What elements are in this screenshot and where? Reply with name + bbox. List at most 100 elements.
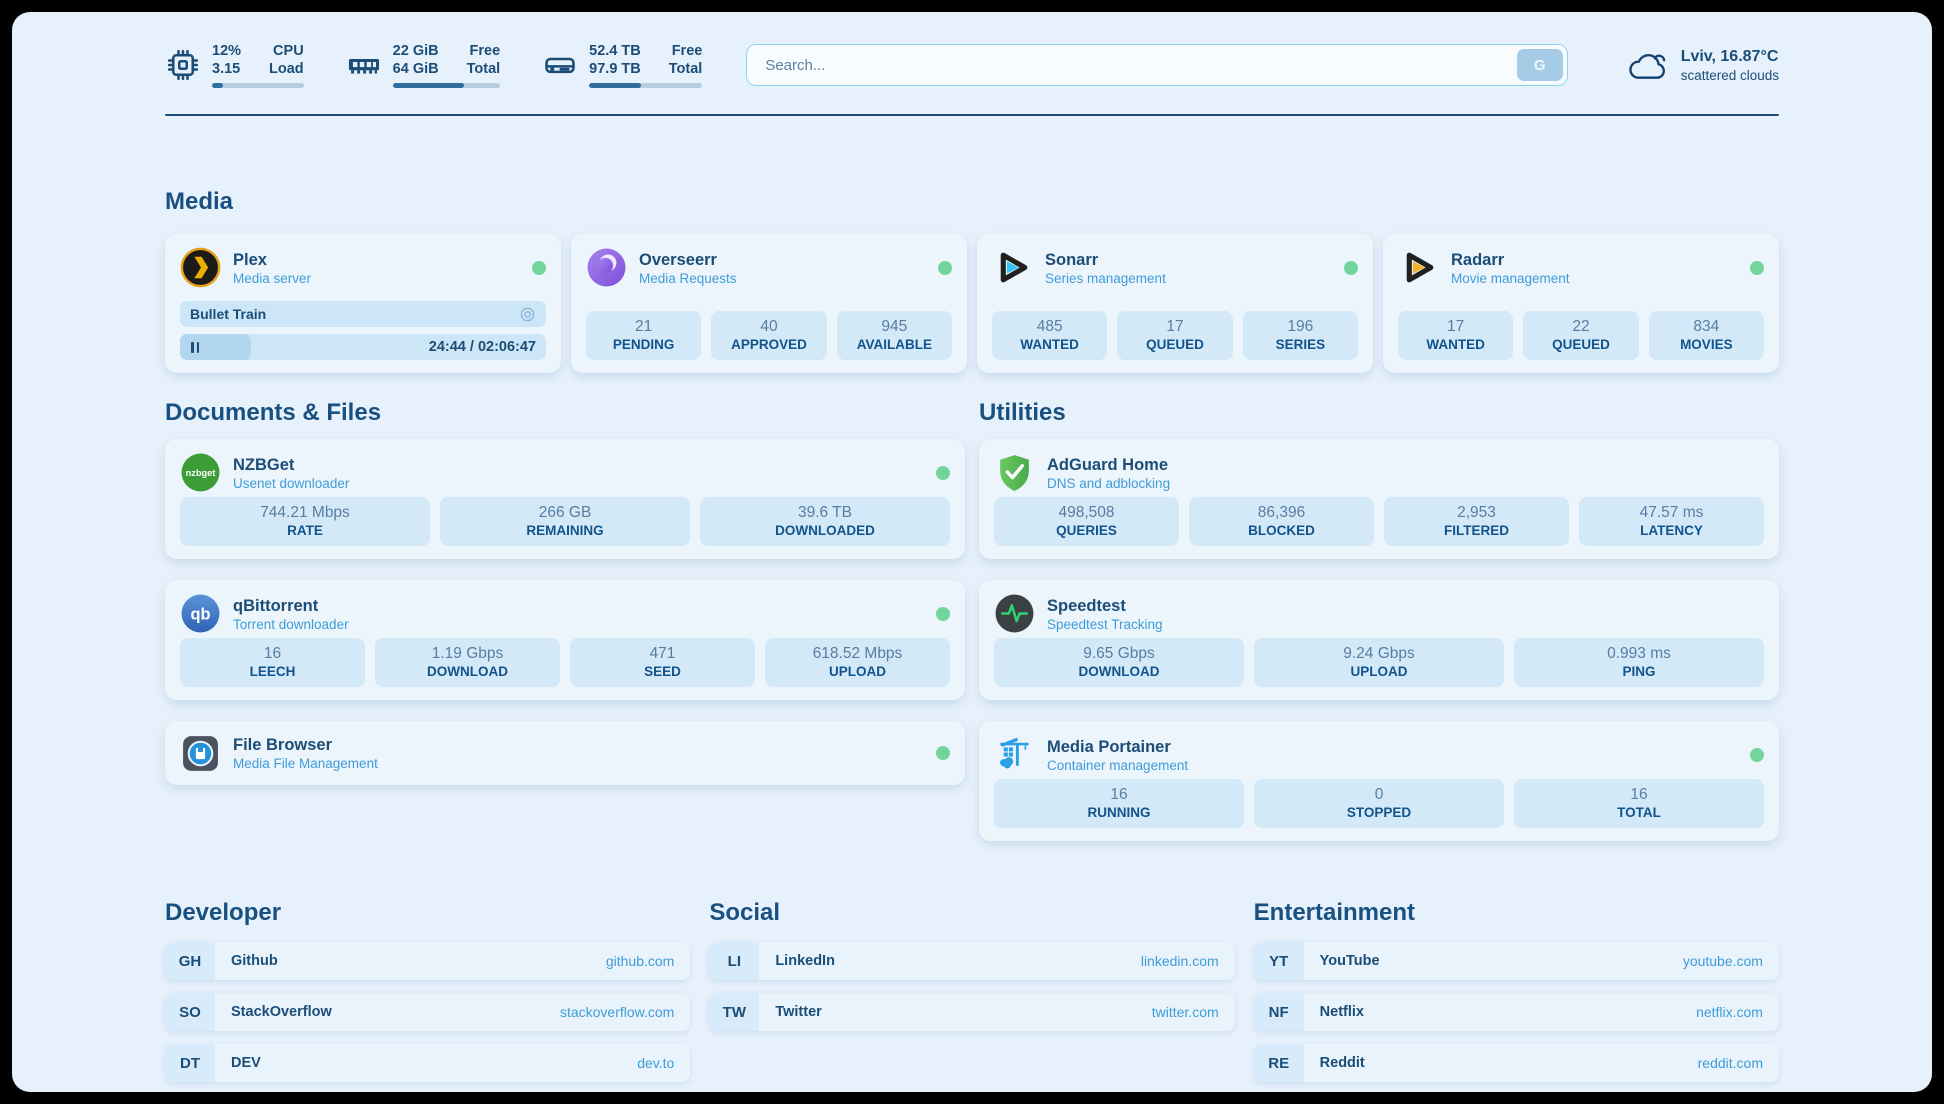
ram-progress-fill xyxy=(392,83,464,89)
stat-value: 22 xyxy=(1572,318,1590,336)
stat-label: PENDING xyxy=(612,337,675,353)
now-playing-row: Bullet Train xyxy=(180,301,546,328)
link-url: github.com xyxy=(605,953,675,970)
link-stackoverflow[interactable]: SO StackOverflow stackoverflow.com xyxy=(165,993,691,1032)
cpu-load-value: 3.15 xyxy=(212,61,241,78)
media-section-title: Media xyxy=(165,188,234,216)
disk-drive-icon xyxy=(545,57,575,74)
stat-value: 834 xyxy=(1693,318,1720,336)
ram-free-value: 22 GiB xyxy=(392,43,439,59)
status-online-dot xyxy=(532,260,546,275)
app-name: Overseerr xyxy=(639,250,717,269)
app-card-adguard[interactable]: AdGuard Home DNS and adblocking 498,508 … xyxy=(979,439,1779,560)
weather-widget: Lviv, 16.87°C scattered clouds xyxy=(1626,45,1779,85)
app-card-speedtest[interactable]: Speedtest Speedtest Tracking 9.65 Gbps D… xyxy=(979,580,1779,701)
link-dev[interactable]: DT DEV dev.to xyxy=(165,1044,691,1083)
link-netflix[interactable]: NF Netflix netflix.com xyxy=(1253,993,1779,1032)
stat-value: 39.6 TB xyxy=(797,504,852,522)
app-name: qBittorrent xyxy=(233,596,319,615)
stat-value: 47.57 ms xyxy=(1639,504,1704,522)
top-bar: 12% CPU 3.15 Load 22 GiB Free 64 GiB xyxy=(165,42,1779,89)
stat-running: 16 RUNNING xyxy=(994,779,1244,829)
topbar-divider xyxy=(165,114,1779,117)
app-card-radarr[interactable]: Radarr Movie management 17 WANTED 22 QUE… xyxy=(1383,234,1779,374)
pause-icon xyxy=(191,334,200,360)
now-playing-title: Bullet Train xyxy=(190,306,267,323)
svg-text:qb: qb xyxy=(190,606,210,624)
search-engine-button[interactable]: G xyxy=(1516,49,1563,82)
app-subtitle: Media server xyxy=(233,270,312,286)
link-url: dev.to xyxy=(637,1055,675,1072)
link-name: LinkedIn xyxy=(775,953,835,970)
stat-label: QUEUED xyxy=(1552,337,1610,353)
link-name: Github xyxy=(231,953,278,970)
stat-label: RATE xyxy=(287,523,323,539)
link-name: Reddit xyxy=(1319,1055,1365,1072)
stat-upload: 9.24 Gbps UPLOAD xyxy=(1254,638,1504,688)
disk-progress-fill xyxy=(589,83,642,89)
status-online-dot xyxy=(938,260,952,275)
link-name: Twitter xyxy=(775,1004,822,1021)
disk-label-top: Free xyxy=(671,43,703,59)
app-card-nzbget[interactable]: nzbget NZBGet Usenet downloader 744.21 M… xyxy=(165,439,965,560)
stat-queued: 22 QUEUED xyxy=(1523,311,1639,361)
stat-value: 9.24 Gbps xyxy=(1343,645,1415,663)
app-subtitle: Usenet downloader xyxy=(233,475,350,491)
app-name: NZBGet xyxy=(233,455,295,474)
ram-icon xyxy=(348,59,379,74)
system-widgets: 12% CPU 3.15 Load 22 GiB Free 64 GiB xyxy=(165,42,703,89)
nzbget-logo-icon: nzbget xyxy=(180,452,221,493)
media-type-icon xyxy=(520,307,535,321)
stat-blocked: 86,396 BLOCKED xyxy=(1189,497,1374,547)
stat-label: BLOCKED xyxy=(1248,523,1315,539)
link-github[interactable]: GH Github github.com xyxy=(165,942,691,981)
stat-ping: 0.993 ms PING xyxy=(1514,638,1764,688)
stat-value: 618.52 Mbps xyxy=(812,645,903,663)
dashboard-page: 12% CPU 3.15 Load 22 GiB Free 64 GiB xyxy=(12,12,1932,1092)
status-online-dot xyxy=(936,746,950,761)
disk-label-bottom: Total xyxy=(668,61,703,78)
link-url: stackoverflow.com xyxy=(559,1004,675,1021)
cpu-progress-bar xyxy=(212,83,304,89)
section-documents: Documents & Files nzbget NZBGet Usenet d… xyxy=(165,399,965,841)
app-card-qbittorrent[interactable]: qb qBittorrent Torrent downloader 16 LEE… xyxy=(165,580,965,701)
app-name: Speedtest xyxy=(1047,596,1126,615)
stat-label: TOTAL xyxy=(1617,805,1661,821)
stat-queued: 17 QUEUED xyxy=(1117,311,1233,361)
ram-label-top: Free xyxy=(469,43,501,59)
section-developer: Developer GH Github github.com SO StackO… xyxy=(165,899,691,1083)
link-twitter[interactable]: TW Twitter twitter.com xyxy=(709,993,1235,1032)
radarr-logo-icon xyxy=(1398,247,1439,288)
link-abbr-badge: DT xyxy=(165,1044,215,1083)
app-card-sonarr[interactable]: Sonarr Series management 485 WANTED 17 Q… xyxy=(977,234,1373,374)
svg-text:nzbget: nzbget xyxy=(186,468,216,478)
link-youtube[interactable]: YT YouTube youtube.com xyxy=(1253,942,1779,981)
ram-widget: 22 GiB Free 64 GiB Total xyxy=(346,42,501,89)
app-subtitle: Speedtest Tracking xyxy=(1047,616,1163,632)
app-card-overseerr[interactable]: Overseerr Media Requests 21 PENDING 40 A… xyxy=(571,234,967,374)
overseerr-logo-icon xyxy=(586,247,627,288)
app-card-filebrowser[interactable]: File Browser Media File Management xyxy=(165,721,965,786)
stat-value: 1.19 Gbps xyxy=(431,645,504,663)
link-url: youtube.com xyxy=(1682,953,1763,970)
stat-value: 16 xyxy=(1630,786,1648,804)
stat-movies: 834 MOVIES xyxy=(1648,311,1764,361)
cpu-widget: 12% CPU 3.15 Load xyxy=(165,42,304,89)
link-linkedin[interactable]: LI LinkedIn linkedin.com xyxy=(709,942,1235,981)
stat-pending: 21 PENDING xyxy=(586,311,702,361)
stat-label: SERIES xyxy=(1275,337,1326,353)
search-bar: G xyxy=(746,44,1568,87)
link-reddit[interactable]: RE Reddit reddit.com xyxy=(1253,1044,1779,1083)
playback-progress-bar: 24:44 / 02:06:47 xyxy=(180,334,546,361)
section-media: Media Plex Media server Bullet Train xyxy=(165,188,1779,374)
stat-value: 16 xyxy=(1110,786,1128,804)
disk-total-value: 97.9 TB xyxy=(589,61,641,78)
app-card-plex[interactable]: Plex Media server Bullet Train xyxy=(165,234,561,374)
stat-seed: 471 SEED xyxy=(570,638,755,688)
app-card-portainer[interactable]: Media Portainer Container management 16 … xyxy=(979,721,1779,842)
stat-label: PING xyxy=(1622,664,1656,680)
stat-upload: 618.52 Mbps UPLOAD xyxy=(765,638,950,688)
stat-label: DOWNLOADED xyxy=(775,523,875,539)
search-input[interactable] xyxy=(746,44,1568,87)
stat-value: 471 xyxy=(649,645,676,663)
